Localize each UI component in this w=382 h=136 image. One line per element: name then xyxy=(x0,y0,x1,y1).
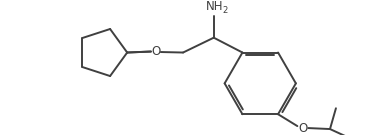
Text: O: O xyxy=(298,122,308,135)
Text: NH: NH xyxy=(206,0,223,13)
Text: O: O xyxy=(151,45,160,58)
Text: 2: 2 xyxy=(222,6,228,15)
